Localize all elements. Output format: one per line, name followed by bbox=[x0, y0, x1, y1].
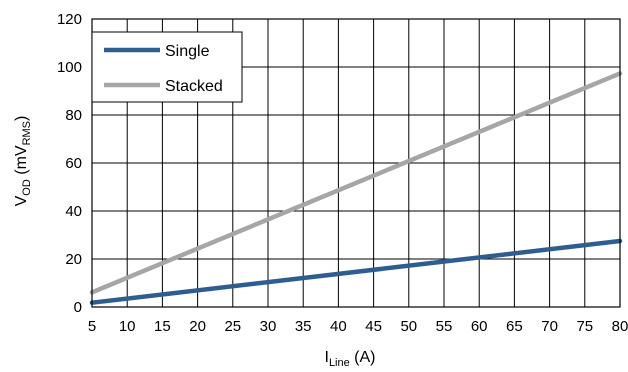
x-tick-label: 60 bbox=[471, 318, 488, 335]
y-tick-label: 100 bbox=[57, 59, 82, 76]
legend: Single Stacked bbox=[91, 31, 243, 103]
legend-label-stacked: Stacked bbox=[165, 78, 223, 95]
x-axis-label: ILine (A) bbox=[324, 349, 375, 369]
series-line-stacked bbox=[89, 71, 623, 295]
x-tick-label: 75 bbox=[576, 318, 593, 335]
y-tick-label: 0 bbox=[74, 299, 82, 316]
x-tick-label: 25 bbox=[224, 318, 241, 335]
x-tick-label: 65 bbox=[506, 318, 523, 335]
x-tick-label: 5 bbox=[88, 318, 96, 335]
y-tick-labels: 0 20 40 60 80 100 120 bbox=[57, 11, 82, 316]
y-tick-label: 80 bbox=[65, 107, 82, 124]
legend-box bbox=[91, 31, 243, 103]
x-tick-label: 80 bbox=[612, 318, 628, 335]
x-tick-label: 55 bbox=[436, 318, 453, 335]
x-tick-label: 45 bbox=[365, 318, 382, 335]
series-line-single bbox=[89, 238, 623, 305]
x-tick-label: 35 bbox=[295, 318, 312, 335]
y-axis-label: VOD (mVRMS) bbox=[13, 116, 33, 207]
plot-area-border bbox=[91, 18, 621, 308]
x-tick-label: 50 bbox=[400, 318, 417, 335]
x-tick-label: 20 bbox=[189, 318, 206, 335]
x-tick-label: 40 bbox=[330, 318, 347, 335]
y-tick-label: 60 bbox=[65, 155, 82, 172]
y-tick-label: 40 bbox=[65, 203, 82, 220]
y-tick-label: 20 bbox=[65, 251, 82, 268]
x-tick-label: 70 bbox=[541, 318, 558, 335]
series-lines bbox=[89, 71, 623, 305]
x-tick-label: 10 bbox=[119, 318, 136, 335]
x-tick-labels: 5 10 15 20 25 30 35 40 45 50 55 60 65 70 75 80 bbox=[88, 318, 628, 335]
legend-label-single: Single bbox=[165, 43, 210, 60]
x-tick-label: 15 bbox=[154, 318, 171, 335]
x-tick-label: 30 bbox=[260, 318, 277, 335]
y-tick-label: 120 bbox=[57, 11, 82, 28]
